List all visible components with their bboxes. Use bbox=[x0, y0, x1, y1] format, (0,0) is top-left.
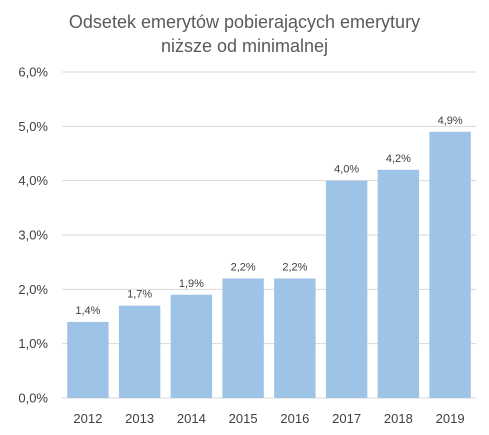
x-axis-tick-labels: 2012 2013 2014 2015 2016 2017 2018 2019 bbox=[73, 411, 464, 426]
bar-2012 bbox=[67, 321, 109, 398]
data-label-2012: 1,4% bbox=[75, 305, 100, 317]
x-tick-label-2017: 2017 bbox=[332, 411, 361, 426]
x-tick-label-2019: 2019 bbox=[436, 411, 465, 426]
bar-2015 bbox=[222, 278, 264, 398]
bar-2014 bbox=[170, 294, 213, 398]
y-tick-label: 4,0% bbox=[18, 173, 48, 188]
data-label-2014: 1,9% bbox=[179, 278, 204, 290]
bar-2019 bbox=[429, 131, 471, 398]
data-label-2019: 4,9% bbox=[438, 115, 463, 127]
data-label-2016: 2,2% bbox=[282, 261, 307, 273]
x-tick-label-2015: 2015 bbox=[229, 411, 258, 426]
data-labels: 1,4% 1,7% 1,9% 2,2% 2,2% 4,0% 4,2% 4,9% bbox=[75, 115, 463, 317]
y-tick-label: 6,0% bbox=[18, 65, 48, 80]
chart-title-line-2: niższe od minimalnej bbox=[160, 36, 329, 56]
chart-title: Odsetek emerytów pobierających emerytury… bbox=[0, 10, 489, 58]
y-tick-label: 1,0% bbox=[18, 336, 48, 351]
chart-title-line-1: Odsetek emerytów pobierających emerytury bbox=[68, 12, 421, 32]
x-tick-label-2012: 2012 bbox=[73, 411, 102, 426]
bar-2018 bbox=[377, 169, 420, 398]
x-tick-label-2014: 2014 bbox=[177, 411, 206, 426]
data-label-2015: 2,2% bbox=[231, 261, 256, 273]
data-label-2013: 1,7% bbox=[127, 289, 152, 301]
x-tick-label-2018: 2018 bbox=[384, 411, 413, 426]
bar-2013 bbox=[118, 305, 161, 398]
y-tick-label: 0,0% bbox=[18, 391, 48, 406]
x-tick-label-2016: 2016 bbox=[280, 411, 309, 426]
bar-2016 bbox=[274, 278, 316, 398]
data-label-2018: 4,2% bbox=[386, 153, 411, 165]
y-tick-label: 2,0% bbox=[18, 282, 48, 297]
x-tick-label-2013: 2013 bbox=[125, 411, 154, 426]
y-axis-tick-labels: 0,0% 1,0% 2,0% 3,0% 4,0% 5,0% 6,0% bbox=[18, 65, 48, 406]
bar-2017 bbox=[325, 180, 368, 398]
bars bbox=[67, 131, 471, 398]
data-label-2017: 4,0% bbox=[334, 164, 359, 176]
y-tick-label: 3,0% bbox=[18, 228, 48, 243]
y-tick-label: 5,0% bbox=[18, 119, 48, 134]
